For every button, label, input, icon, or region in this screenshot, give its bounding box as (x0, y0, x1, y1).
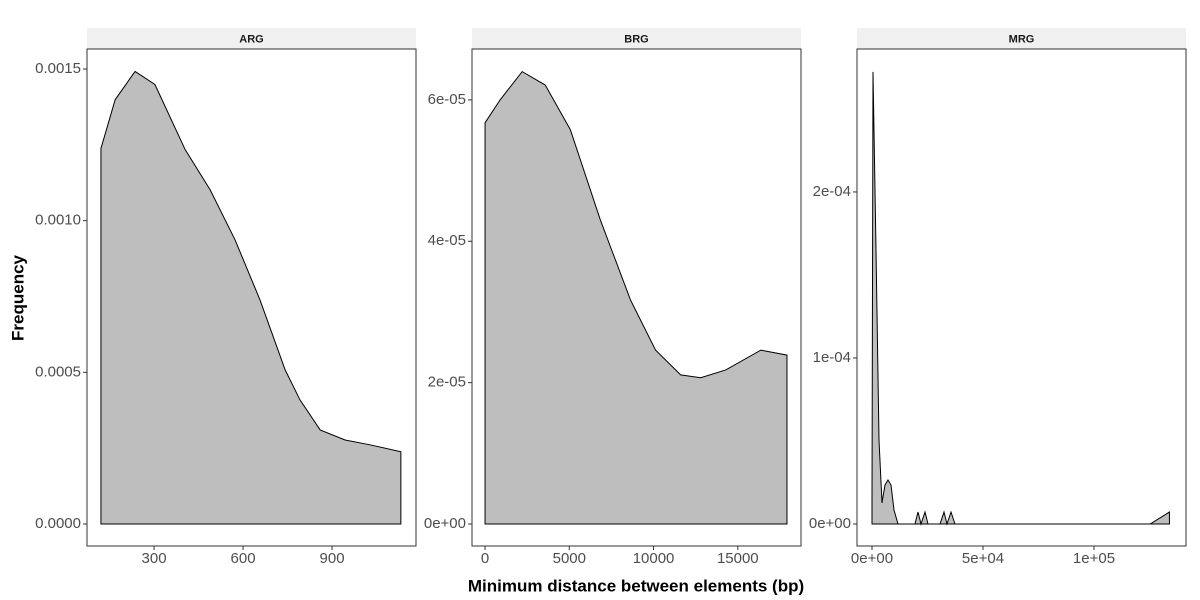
y-tick-label: 1e-04 (813, 349, 851, 366)
density-area (484, 70, 788, 525)
panel-border (86, 48, 417, 547)
x-tick-label: 10000 (633, 550, 675, 567)
y-tick-label: 0.0005 (35, 363, 81, 380)
y-tick-label: 2e-04 (813, 183, 851, 200)
y-tick-label: 0.0010 (35, 212, 81, 229)
x-tick-label: 900 (320, 550, 345, 567)
x-tick-label: 5e+04 (962, 550, 1004, 567)
strip-background (857, 28, 1186, 49)
strip-label: BRG (624, 33, 648, 45)
y-tick-label: 0.0015 (35, 60, 81, 77)
x-tick-label: 1e+05 (1073, 550, 1115, 567)
y-tick-label: 0e+00 (424, 515, 466, 532)
strip-label: ARG (239, 33, 263, 45)
x-tick-label: 15000 (717, 550, 759, 567)
panel-border (471, 48, 802, 547)
x-tick-label: 300 (142, 550, 167, 567)
x-tick-label: 600 (231, 550, 256, 567)
x-tick-label: 0e+00 (851, 550, 893, 567)
y-tick-label: 4e-05 (428, 232, 466, 249)
x-tick-label: 5000 (553, 550, 586, 567)
y-axis-title: Frequency (8, 254, 27, 341)
strip-label: MRG (1009, 33, 1035, 45)
density-area (871, 71, 1170, 526)
y-tick-label: 2e-05 (428, 374, 466, 391)
x-tick-label: 0 (481, 550, 489, 567)
y-tick-label: 6e-05 (428, 91, 466, 108)
strip-background (87, 28, 416, 49)
y-tick-label: 0.0000 (35, 515, 81, 532)
strip-background (472, 28, 801, 49)
x-axis-title: Minimum distance between elements (bp) (468, 576, 804, 595)
density-area (100, 70, 402, 525)
panel-border (856, 48, 1187, 547)
y-tick-label: 0e+00 (809, 515, 851, 532)
